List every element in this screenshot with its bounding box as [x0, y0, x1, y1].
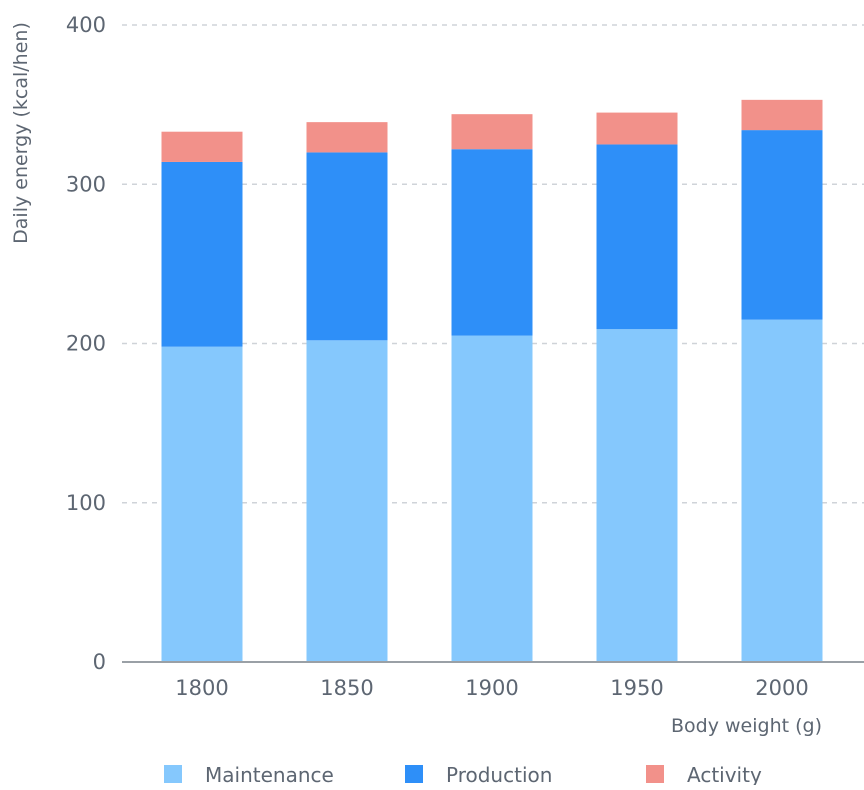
- legend-item-activity: Activity: [646, 763, 762, 787]
- bar-activity-2000: [741, 99, 823, 131]
- bars: [161, 99, 823, 662]
- y-tick-label: 100: [66, 491, 106, 515]
- y-tick-label: 200: [66, 332, 106, 356]
- axes: Body weight (g) Daily energy (kcal/hen): [10, 22, 864, 737]
- legend-label: Maintenance: [205, 763, 334, 785]
- bar-maintenance-1800: [161, 346, 243, 662]
- bar-maintenance-1900: [451, 335, 533, 662]
- x-tick-label: 1950: [610, 676, 663, 700]
- x-tick-labels: 1800 1850 1900 1950 2000: [175, 676, 808, 700]
- bar-activity-1800: [161, 131, 243, 162]
- legend-item-production: Production: [405, 763, 552, 787]
- x-tick-label: 1850: [320, 676, 373, 700]
- y-axis-title: Daily energy (kcal/hen): [10, 22, 32, 244]
- y-tick-label: 300: [66, 172, 106, 196]
- bar-maintenance-2000: [741, 319, 823, 662]
- x-tick-label: 2000: [755, 676, 808, 700]
- bar-production-1950: [596, 144, 678, 330]
- legend-item-maintenance: Maintenance: [164, 763, 334, 787]
- bar-activity-1950: [596, 112, 678, 145]
- legend-label: Activity: [687, 763, 762, 785]
- bar-maintenance-1850: [306, 340, 388, 662]
- x-axis-title: Body weight (g): [671, 715, 822, 737]
- y-tick-label: 0: [93, 650, 106, 674]
- legend-swatch: [646, 765, 664, 783]
- x-tick-label: 1800: [175, 676, 228, 700]
- x-tick-label: 1900: [465, 676, 518, 700]
- y-tick-label: 400: [66, 13, 106, 37]
- bar-activity-1850: [306, 122, 388, 153]
- bar-production-1900: [451, 149, 533, 336]
- legend: Maintenance Production Activity: [164, 763, 762, 787]
- bar-production-1850: [306, 152, 388, 341]
- legend-label: Production: [446, 763, 552, 785]
- bar-production-1800: [161, 161, 243, 347]
- bar-production-2000: [741, 130, 823, 320]
- bar-maintenance-1950: [596, 329, 678, 662]
- legend-swatch: [164, 765, 182, 783]
- bar-activity-1900: [451, 114, 533, 150]
- legend-swatch: [405, 765, 423, 783]
- y-tick-labels: 0 100 200 300 400: [66, 13, 106, 674]
